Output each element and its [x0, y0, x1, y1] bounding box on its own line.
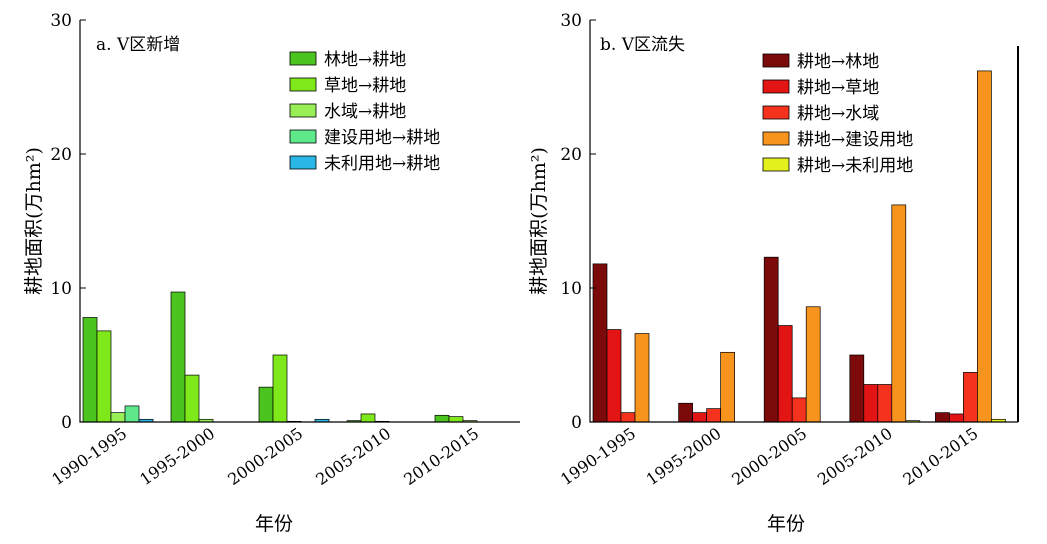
- x-tick-label: 2000-2005: [224, 424, 306, 489]
- bar-a-s1-c3: [360, 413, 376, 423]
- bar-b-s1-c2: [777, 325, 793, 423]
- y-tick-label: 30: [50, 11, 72, 31]
- panel-title: b. Ⅴ区流失: [600, 35, 685, 55]
- bar-a-s1-c2: [272, 354, 288, 423]
- bar-a-s1-c0: [96, 330, 112, 423]
- x-axis-title: 年份: [767, 513, 805, 535]
- panel-b: 0 10 20 30 1990-1995 1995-2000 2000-2005 2005-2…: [528, 11, 1019, 535]
- legend-label: 耕地→建设用地: [797, 130, 913, 150]
- legend-swatch: [762, 131, 790, 146]
- legend-label: 耕地→未利用地: [797, 156, 913, 176]
- bar-b-s2-c4: [963, 372, 978, 423]
- legend-swatch: [762, 157, 790, 172]
- x-tick-label: 1990-1995: [557, 424, 639, 489]
- bar-b-s1-c4: [949, 413, 964, 423]
- legend-swatch: [289, 77, 317, 92]
- x-tick-label: 2005-2010: [312, 424, 394, 489]
- bar-a-s1-c1: [184, 374, 200, 423]
- legend-label: 林地→耕地: [324, 50, 406, 70]
- legend-label: 耕地→水域: [797, 104, 879, 124]
- legend-swatch: [762, 105, 790, 120]
- x-tick-label: 2010-2015: [899, 424, 981, 489]
- bar-b-s3-c4: [977, 70, 992, 423]
- legend-label: 草地→耕地: [324, 76, 406, 96]
- bar-b-s0-c1: [678, 402, 693, 423]
- bar-a-s0-c4: [434, 414, 450, 423]
- bar-b-s3-c3: [891, 204, 907, 423]
- bar-b-s1-c1: [692, 412, 707, 423]
- y-tick-label: 20: [50, 145, 72, 165]
- bar-a-s2-c0: [110, 412, 126, 423]
- legend-swatch: [762, 53, 790, 68]
- legend-label: 耕地→草地: [797, 78, 879, 98]
- legend-label: 耕地→林地: [797, 52, 879, 72]
- x-tick-label: 1995-2000: [136, 424, 218, 489]
- x-tick-label: 2005-2010: [814, 424, 896, 489]
- bar-b-s3-c1: [720, 351, 735, 423]
- bar-a-s0-c2: [258, 386, 274, 423]
- bar-b-s2-c1: [706, 408, 721, 423]
- legend-swatch: [289, 155, 317, 170]
- bar-b-s2-c3: [877, 384, 893, 423]
- y-tick-label: 0: [571, 413, 582, 433]
- y-tick-label: 30: [560, 11, 582, 31]
- bar-b-s3-c2: [805, 306, 821, 423]
- legend-label: 建设用地→耕地: [324, 128, 440, 148]
- legend-swatch: [762, 79, 790, 94]
- bar-b-s2-c0: [620, 412, 636, 423]
- bar-b-s1-c0: [606, 329, 622, 423]
- y-tick-label: 10: [560, 279, 582, 299]
- panel-title: a. Ⅴ区新增: [96, 35, 180, 55]
- panel-a: 0 10 20 30 1990-1995 1995-2000 2000-2005 2005-2…: [23, 11, 520, 535]
- x-tick-label: 1990-1995: [48, 424, 130, 489]
- y-tick-label: 10: [50, 279, 72, 299]
- y-tick-label: 20: [560, 145, 582, 165]
- legend-label: 未利用地→耕地: [324, 154, 440, 174]
- bar-a-s3-c0: [124, 405, 140, 423]
- y-axis-title: 耕地面积(万hm²): [528, 147, 550, 295]
- bar-a-s0-c0: [82, 317, 98, 423]
- bar-b-s0-c2: [763, 256, 779, 423]
- x-tick-label: 2000-2005: [728, 424, 810, 489]
- bar-b-s0-c3: [849, 354, 865, 423]
- bar-b-s3-c0: [634, 333, 650, 423]
- bar-b-s1-c3: [863, 384, 879, 423]
- legend-swatch: [289, 129, 317, 144]
- y-tick-label: 0: [61, 413, 72, 433]
- x-axis-title: 年份: [255, 513, 293, 535]
- x-tick-label: 1995-2000: [643, 424, 725, 489]
- bar-a-s0-c1: [170, 291, 186, 423]
- y-axis-title: 耕地面积(万hm²): [23, 147, 45, 295]
- legend-swatch: [289, 51, 317, 66]
- x-tick-label: 2010-2015: [400, 424, 482, 489]
- bar-b-s2-c2: [791, 397, 807, 423]
- bar-b-s0-c4: [935, 412, 950, 423]
- bar-a-s1-c4: [448, 416, 464, 423]
- legend-swatch: [289, 103, 317, 118]
- legend-label: 水域→耕地: [324, 102, 406, 122]
